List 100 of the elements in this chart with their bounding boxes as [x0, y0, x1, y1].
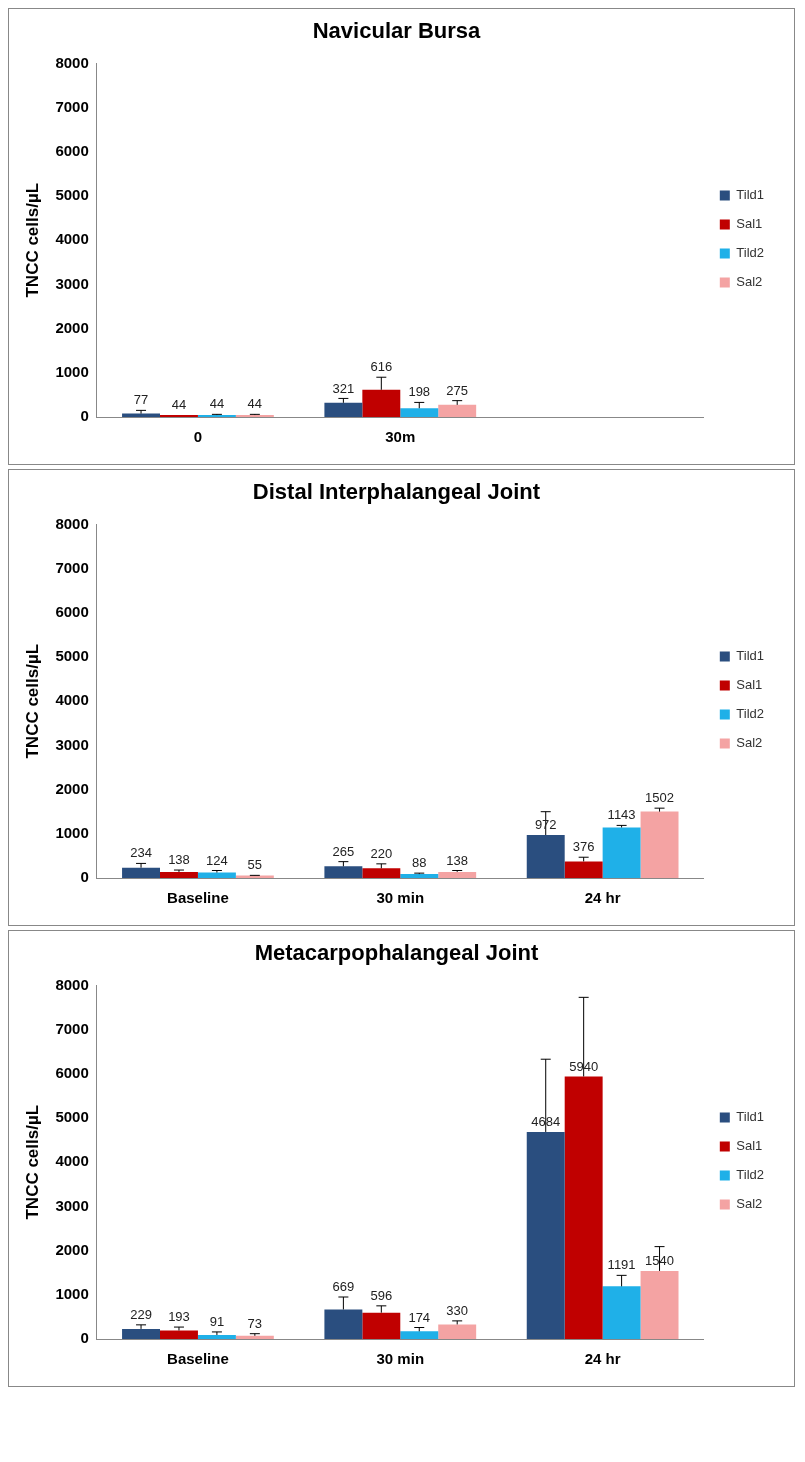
legend-label: Sal2 [736, 1196, 763, 1212]
bar [197, 872, 236, 878]
bar [324, 866, 363, 878]
bar [122, 1328, 160, 1339]
bar [602, 1286, 641, 1339]
legend-label: Tild1 [736, 648, 765, 664]
bar [235, 1335, 274, 1339]
y-tick-label: 2000 [55, 1240, 89, 1258]
legend-label: Sal2 [736, 274, 763, 290]
data-label: 616 [370, 359, 393, 375]
data-label: 321 [332, 380, 355, 396]
bar [564, 1076, 603, 1339]
data-label: 669 [332, 1279, 355, 1295]
y-axis-title: TNCC cells/µL [22, 182, 42, 298]
legend-label: Tild2 [736, 245, 765, 261]
y-tick-label: 3000 [55, 735, 89, 753]
y-tick-label: 5000 [55, 1108, 89, 1126]
legend-label: Tild2 [736, 1167, 765, 1183]
y-axis-title: TNCC cells/µL [22, 1104, 42, 1220]
x-tick-label: Baseline [167, 889, 229, 907]
bar [324, 1309, 363, 1339]
x-tick-label: 30 min [376, 1350, 425, 1368]
data-label: 229 [130, 1306, 152, 1322]
x-tick-label: 24 hr [584, 889, 621, 907]
data-label: 596 [370, 1287, 393, 1303]
y-tick-label: 7000 [55, 558, 89, 576]
data-label: 265 [332, 843, 355, 859]
y-tick-label: 0 [80, 868, 89, 886]
data-label: 44 [247, 396, 263, 412]
data-label: 1143 [607, 807, 636, 823]
legend-label: Sal1 [736, 216, 763, 232]
bar [438, 1324, 477, 1339]
data-label: 73 [247, 1315, 263, 1331]
y-tick-label: 4000 [55, 1152, 89, 1170]
bar [640, 1270, 679, 1339]
bar [564, 861, 603, 878]
legend-label: Sal2 [736, 735, 763, 751]
data-label: 234 [130, 845, 152, 861]
bar [438, 871, 477, 878]
y-tick-label: 6000 [55, 602, 89, 620]
y-tick-label: 3000 [55, 1196, 89, 1214]
y-tick-label: 8000 [55, 975, 89, 993]
data-label: 138 [446, 852, 469, 868]
data-label: 91 [209, 1314, 225, 1330]
bar [362, 868, 401, 878]
bar [400, 1331, 439, 1339]
data-label: 44 [209, 396, 225, 412]
data-label: 55 [247, 857, 263, 873]
legend-label: Sal1 [736, 677, 763, 693]
data-label: 77 [133, 392, 149, 408]
x-tick-label: Baseline [167, 1350, 229, 1368]
y-tick-label: 8000 [55, 514, 89, 532]
data-label: 220 [370, 845, 393, 861]
data-label: 193 [168, 1309, 190, 1325]
data-label: 275 [446, 382, 469, 398]
data-label: 198 [408, 384, 431, 400]
bar [602, 827, 641, 878]
chart-title: Navicular Bursa [312, 18, 482, 44]
bar [526, 835, 565, 878]
data-label: 138 [168, 852, 190, 868]
y-tick-label: 1000 [55, 362, 89, 380]
bar [160, 871, 198, 878]
data-label: 376 [572, 839, 595, 855]
y-tick-label: 2000 [55, 779, 89, 797]
y-tick-label: 4000 [55, 230, 89, 248]
y-tick-label: 6000 [55, 141, 89, 159]
y-tick-label: 1000 [55, 823, 89, 841]
legend-label: Tild1 [736, 1109, 765, 1125]
y-tick-label: 0 [80, 1329, 89, 1347]
bar [362, 1312, 401, 1339]
y-tick-label: 8000 [55, 53, 89, 71]
bar [197, 1334, 236, 1339]
y-axis-title: TNCC cells/µL [22, 643, 42, 759]
chart-title: Distal Interphalangeal Joint [252, 479, 541, 505]
y-tick-label: 5000 [55, 647, 89, 665]
y-tick-label: 5000 [55, 186, 89, 204]
legend-label: Sal1 [736, 1138, 763, 1154]
data-label: 88 [412, 855, 427, 871]
y-tick-label: 3000 [55, 274, 89, 292]
legend-label: Tild1 [736, 187, 765, 203]
legend-label: Tild2 [736, 706, 765, 722]
data-label: 1191 [607, 1257, 636, 1273]
bar [122, 867, 160, 878]
data-label: 1502 [645, 790, 674, 806]
x-tick-label: 24 hr [584, 1350, 621, 1368]
bar [160, 1330, 198, 1339]
y-tick-label: 7000 [55, 1019, 89, 1037]
y-tick-label: 6000 [55, 1063, 89, 1081]
y-tick-label: 7000 [55, 97, 89, 115]
y-tick-label: 1000 [55, 1284, 89, 1302]
data-label: 330 [446, 1302, 469, 1318]
y-tick-label: 4000 [55, 691, 89, 709]
y-tick-label: 0 [80, 407, 89, 425]
data-label: 174 [408, 1309, 431, 1325]
x-tick-label: 30 min [376, 889, 425, 907]
bar [526, 1131, 565, 1339]
x-tick-label: 30m [385, 428, 416, 446]
data-label: 44 [171, 397, 187, 413]
data-label: 124 [206, 852, 228, 868]
bar [640, 811, 679, 878]
